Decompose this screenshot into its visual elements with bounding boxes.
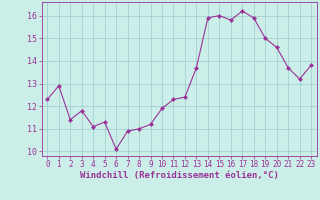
X-axis label: Windchill (Refroidissement éolien,°C): Windchill (Refroidissement éolien,°C) xyxy=(80,171,279,180)
